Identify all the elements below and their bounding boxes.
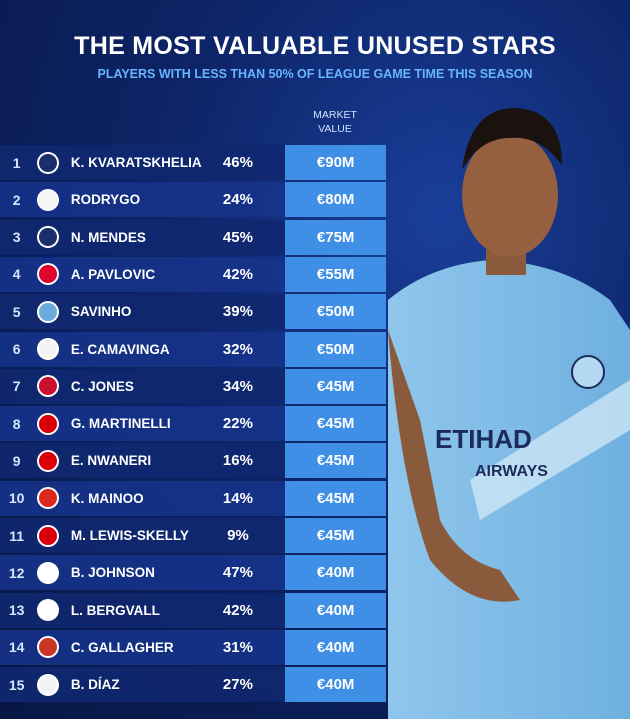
game-time: 42% (222, 265, 253, 283)
rank: 15 (8, 676, 25, 693)
club-badge (37, 375, 59, 398)
game-time: 32% (222, 340, 253, 358)
game-time: 16% (222, 452, 253, 470)
table-row: 3 N. MENDES 45% €75M (0, 219, 386, 255)
table-row: 7 C. JONES 34% €45M (0, 368, 386, 404)
market-value: €55M (285, 256, 386, 292)
market-value: €50M (285, 294, 386, 330)
rank: 6 (12, 341, 21, 357)
game-time: 46% (222, 154, 253, 171)
rank: 2 (12, 191, 21, 208)
rank: 5 (12, 303, 21, 320)
table-row: 14 C. GALLAGHER 31% €40M (0, 629, 386, 665)
market-value: €90M (285, 145, 386, 180)
club-badge (37, 188, 59, 211)
market-value: €40M (285, 667, 386, 703)
player-name: L. BERGVALL (70, 602, 160, 618)
rank: 7 (12, 378, 21, 395)
rank: 8 (12, 415, 21, 432)
club-badge (37, 226, 59, 249)
game-time: 14% (222, 489, 253, 507)
table-row: 2 RODRYGO 24% €80M (0, 182, 386, 218)
club-badge (37, 300, 59, 323)
rank: 10 (8, 490, 25, 507)
subtitle: PLAYERS WITH LESS THAN 50% OF LEAGUE GAM… (97, 67, 533, 81)
player-name: M. LEWIS-SKELLY (70, 528, 189, 543)
market-value: €75M (285, 219, 386, 255)
game-time: 22% (222, 415, 253, 433)
rank: 3 (12, 229, 21, 246)
svg-text:AIRWAYS: AIRWAYS (475, 463, 548, 480)
table-row: 4 A. PAVLOVIC 42% €55M (0, 256, 386, 292)
player-name: SAVINHO (70, 304, 132, 320)
column-header: MARKET VALUE (313, 109, 357, 135)
table-row: 9 E. NWANERI 16% €45M (0, 443, 386, 479)
table-row: 1 K. KVARATSKHELIA 46% €90M (0, 145, 386, 180)
market-value: €80M (285, 182, 386, 218)
player-name: G. MARTINELLI (70, 416, 171, 432)
player-name: N. MENDES (70, 229, 146, 245)
game-time: 42% (222, 601, 253, 619)
club-badge (37, 263, 59, 286)
rank: 1 (12, 154, 21, 171)
player-name: RODRYGO (70, 192, 141, 208)
game-time: 24% (222, 191, 253, 209)
game-time: 45% (222, 228, 253, 246)
club-badge (37, 561, 59, 584)
table-row: 13 L. BERGVALL 42% €40M (0, 592, 386, 628)
table-row: 5 SAVINHO 39% €50M (0, 294, 386, 330)
table-row: 6 E. CAMAVINGA 32% €50M (0, 331, 386, 367)
game-time: 34% (222, 377, 253, 395)
club-badge (37, 673, 59, 696)
player-name: E. NWANERI (70, 453, 152, 469)
club-badge (37, 449, 59, 472)
club-badge (37, 412, 59, 435)
table-row: 11 M. LEWIS-SKELLY 9% €45M (0, 518, 386, 553)
player-name: K. MAINOO (70, 490, 144, 506)
market-value: €45M (285, 518, 386, 553)
player-name: B. JOHNSON (70, 565, 155, 581)
player-name: E. CAMAVINGA (70, 341, 170, 357)
rank: 4 (12, 266, 21, 283)
club-badge (37, 524, 59, 547)
club-badge (37, 338, 59, 360)
club-badge (37, 487, 59, 510)
rank: 11 (9, 527, 25, 544)
market-value: €45M (285, 368, 386, 404)
market-value: €45M (285, 406, 386, 442)
table-row: 12 B. JOHNSON 47% €40M (0, 555, 386, 591)
market-value: €50M (285, 331, 386, 367)
market-value: €40M (285, 629, 386, 665)
table-row: 10 K. MAINOO 14% €45M (0, 480, 386, 516)
club-badge (37, 636, 59, 659)
rank: 14 (8, 639, 25, 656)
table-row: 8 G. MARTINELLI 22% €45M (0, 406, 386, 442)
market-value: €40M (285, 555, 386, 591)
player-name: C. GALLAGHER (70, 639, 174, 655)
market-value: €45M (285, 443, 386, 479)
player-name: K. KVARATSKHELIA (70, 155, 202, 170)
club-badge (37, 151, 59, 174)
game-time: 31% (222, 638, 253, 656)
rank: 13 (8, 602, 25, 619)
club-badge (37, 599, 59, 622)
table-row: 15 B. DÍAZ 27% €40M (0, 667, 386, 703)
svg-text:ETIHAD: ETIHAD (435, 424, 532, 454)
market-value: €40M (285, 592, 386, 628)
title: THE MOST VALUABLE UNUSED STARS (74, 32, 556, 60)
player-name: C. JONES (70, 378, 134, 394)
game-time: 9% (227, 527, 249, 544)
game-time: 47% (222, 564, 253, 582)
player-name: A. PAVLOVIC (70, 266, 156, 282)
rank: 12 (8, 564, 25, 581)
player-name: B. DÍAZ (70, 677, 120, 693)
game-time: 39% (222, 303, 253, 321)
rank: 9 (12, 452, 21, 469)
game-time: 27% (222, 676, 253, 694)
market-value: €45M (285, 480, 386, 516)
